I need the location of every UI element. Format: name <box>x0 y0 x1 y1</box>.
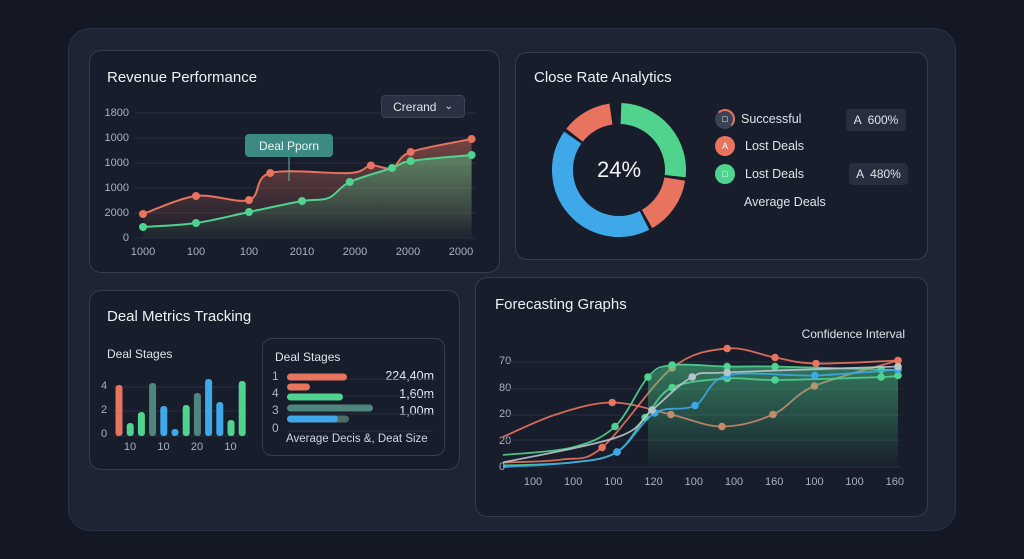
revenue-dropdown[interactable]: Crerand ⌄ <box>381 95 465 118</box>
x-tick-label: 10 <box>224 441 237 453</box>
row-number: 4 <box>272 386 279 400</box>
lost-deals-badge: A 480% <box>849 163 908 185</box>
deal-size-footer: Average Decis &, Deat Size <box>286 433 428 445</box>
x-tick-label: 100 <box>523 476 543 488</box>
legend-lost-deals: Lost Deals <box>745 139 805 153</box>
legend-lost-deals-2: Lost Deals <box>745 167 805 181</box>
arrow-up-icon: A <box>856 167 865 181</box>
x-tick-label: 100 <box>239 246 259 258</box>
x-tick-label: 100 <box>564 476 583 488</box>
arrow-up-icon: A <box>853 113 862 127</box>
close-rate-title: Close Rate Analytics <box>534 69 672 86</box>
badge-value: 480% <box>870 167 901 181</box>
row-number: 1 <box>272 369 279 383</box>
x-tick-label: 1000 <box>130 246 156 258</box>
lost-deals-icon: A <box>715 136 735 156</box>
y-tick-label: 1000 <box>104 182 129 194</box>
row-number: 0 <box>272 421 279 435</box>
y-tick-label: 0 <box>122 232 129 244</box>
stage-value: 1,60m <box>399 387 434 401</box>
successful-icon: □ <box>715 109 735 129</box>
x-tick-label: 20 <box>190 441 204 453</box>
x-tick-label: 160 <box>765 476 784 488</box>
x-tick-label: 100 <box>186 246 206 258</box>
x-tick-label: 100 <box>604 476 623 488</box>
y-tick-label: 20 <box>499 434 512 447</box>
deal-stages-label: Deal Stages <box>107 347 173 361</box>
x-tick-label: 10 <box>157 441 170 453</box>
lost-deals-box-icon: □ <box>715 164 735 184</box>
x-tick-label: 100 <box>845 476 864 488</box>
x-tick-label: 100 <box>684 476 703 488</box>
row-number: 3 <box>272 403 279 417</box>
dropdown-label: Crerand <box>393 99 437 114</box>
revenue-title: Revenue Performance <box>107 69 258 86</box>
y-tick-label: 0 <box>101 428 108 440</box>
chevron-down-icon: ⌄ <box>444 101 453 112</box>
deal-stages-panel-title: Deal Stages <box>275 350 341 364</box>
legend-successful: Successful <box>741 112 802 126</box>
x-tick-label: 120 <box>644 476 663 488</box>
confidence-interval-label: Confidence Interval <box>801 327 905 341</box>
y-tick-label: 1000 <box>104 157 129 169</box>
y-tick-label: 20 <box>499 408 512 420</box>
legend-average-deals: Average Deals <box>744 195 826 209</box>
y-tick-label: 4 <box>101 380 108 392</box>
x-tick-label: 100 <box>805 476 824 488</box>
x-tick-label: 2010 <box>289 246 315 258</box>
deal-metrics-title: Deal Metrics Tracking <box>107 308 252 325</box>
forecast-title: Forecasting Graphs <box>495 296 627 313</box>
stage-value: 1,00m <box>399 404 434 418</box>
x-tick-label: 2000 <box>448 246 474 258</box>
badge-value: 600% <box>867 113 899 127</box>
x-tick-label: 100 <box>724 476 744 488</box>
x-tick-label: 2000 <box>395 246 421 258</box>
x-tick-label: 2000 <box>342 246 368 258</box>
y-tick-label: 1000 <box>104 132 129 144</box>
y-tick-label: 80 <box>499 381 512 394</box>
y-tick-label: 2 <box>101 404 108 416</box>
stage-value: 224,40m <box>385 369 434 383</box>
y-tick-label: 2000 <box>104 207 129 219</box>
y-tick-label: 70 <box>499 355 512 367</box>
y-tick-label: 1800 <box>104 107 129 119</box>
donut-center-value: 24% <box>596 157 642 182</box>
x-tick-label: 160 <box>885 476 904 488</box>
successful-badge: A 600% <box>846 109 906 131</box>
x-tick-label: 10 <box>123 441 137 453</box>
y-tick-label: 0 <box>499 461 506 473</box>
chart-tooltip: Deal Pporn <box>245 134 333 157</box>
